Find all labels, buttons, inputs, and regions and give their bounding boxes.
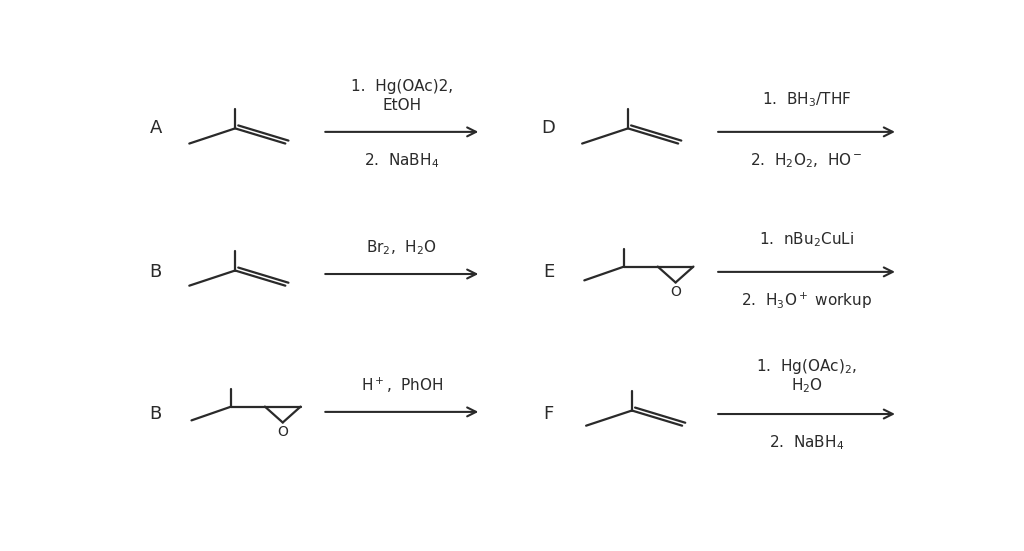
- Text: 1.  nBu$_2$CuLi: 1. nBu$_2$CuLi: [759, 230, 854, 249]
- Text: 1.  Hg(OAc)2,: 1. Hg(OAc)2,: [351, 79, 453, 94]
- Text: H$^+$,  PhOH: H$^+$, PhOH: [360, 376, 443, 395]
- Text: O: O: [278, 425, 288, 439]
- Text: 2.  NaBH$_4$: 2. NaBH$_4$: [365, 151, 439, 170]
- Text: H$_2$O: H$_2$O: [791, 376, 822, 395]
- Text: F: F: [544, 405, 554, 423]
- Text: D: D: [542, 118, 556, 137]
- Text: A: A: [150, 118, 162, 137]
- Text: B: B: [150, 263, 162, 281]
- Text: 1.  BH$_3$/THF: 1. BH$_3$/THF: [762, 90, 851, 109]
- Text: O: O: [670, 285, 681, 299]
- Text: 2.  H$_2$O$_2$,  HO$^-$: 2. H$_2$O$_2$, HO$^-$: [751, 151, 863, 170]
- Text: EtOH: EtOH: [382, 98, 421, 113]
- Text: 2.  H$_3$O$^+$ workup: 2. H$_3$O$^+$ workup: [741, 291, 872, 311]
- Text: E: E: [543, 263, 554, 281]
- Text: 1.  Hg(OAc)$_2$,: 1. Hg(OAc)$_2$,: [756, 357, 857, 376]
- Text: B: B: [150, 405, 162, 423]
- Text: Br$_2$,  H$_2$O: Br$_2$, H$_2$O: [367, 239, 437, 257]
- Text: 2.  NaBH$_4$: 2. NaBH$_4$: [769, 433, 844, 452]
